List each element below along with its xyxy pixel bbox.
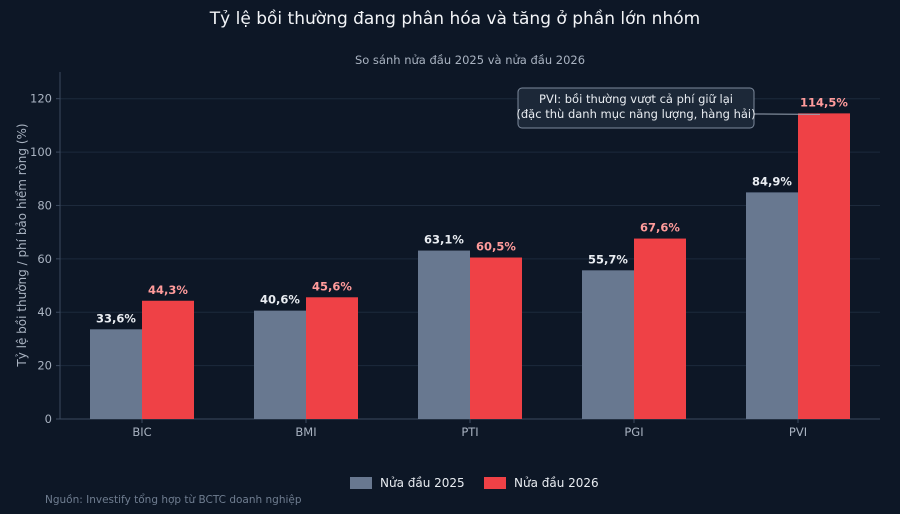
x-axis-ticks: BIC BMI PTI PGI PVI bbox=[132, 419, 807, 439]
y-tick-label: 60 bbox=[37, 252, 52, 266]
bar bbox=[798, 113, 850, 419]
bar bbox=[254, 310, 306, 419]
annotation-text: PVI: bồi thường vượt cả phí giữ lại bbox=[539, 92, 733, 106]
data-label: 67,6% bbox=[640, 221, 680, 235]
bar bbox=[306, 297, 358, 419]
data-label: 63,1% bbox=[424, 233, 464, 247]
legend-label: Nửa đầu 2026 bbox=[514, 476, 599, 490]
y-tick-label: 120 bbox=[30, 92, 52, 106]
legend-swatch bbox=[350, 477, 372, 489]
bar bbox=[470, 257, 522, 419]
x-tick-label: PGI bbox=[624, 425, 643, 439]
data-label: 114,5% bbox=[800, 95, 848, 109]
y-tick-label: 40 bbox=[37, 305, 52, 319]
y-tick-label: 0 bbox=[45, 412, 52, 426]
y-axis-ticks: 0 20 40 60 80 100 120 bbox=[30, 92, 60, 426]
data-label: 55,7% bbox=[588, 252, 628, 266]
x-tick-label: PTI bbox=[461, 425, 478, 439]
annotation: PVI: bồi thường vượt cả phí giữ lại(đặc … bbox=[516, 87, 821, 129]
y-tick-label: 80 bbox=[37, 198, 52, 212]
bars bbox=[90, 113, 850, 419]
data-label: 60,5% bbox=[476, 240, 516, 254]
x-tick-label: BMI bbox=[295, 425, 316, 439]
bar bbox=[746, 192, 798, 419]
x-tick-label: BIC bbox=[132, 425, 151, 439]
y-tick-label: 100 bbox=[30, 145, 52, 159]
bar bbox=[142, 300, 194, 419]
annotation-box bbox=[517, 87, 755, 129]
chart-title: Tỷ lệ bồi thường đang phân hóa và tăng ở… bbox=[209, 8, 700, 29]
y-tick-label: 20 bbox=[37, 359, 52, 373]
data-label: 40,6% bbox=[260, 293, 300, 307]
chart-subtitle: So sánh nửa đầu 2025 và nửa đầu 2026 bbox=[355, 53, 585, 67]
data-label: 33,6% bbox=[96, 311, 136, 325]
legend-label: Nửa đầu 2025 bbox=[380, 476, 465, 490]
bar bbox=[634, 238, 686, 419]
data-label: 45,6% bbox=[312, 279, 352, 293]
data-label: 84,9% bbox=[752, 174, 792, 188]
legend-swatch bbox=[484, 477, 506, 489]
data-label: 44,3% bbox=[148, 283, 188, 297]
bar bbox=[418, 250, 470, 419]
y-axis-label: Tỷ lệ bồi thường / phí bảo hiểm ròng (%) bbox=[15, 123, 29, 367]
bar bbox=[582, 270, 634, 419]
data-labels: 33,6% 44,3% 40,6% 45,6% 63,1% 60,5% 55,7% 67,6%… bbox=[96, 95, 848, 325]
annotation-text: (đặc thù danh mục năng lượng, hàng hải) bbox=[516, 107, 755, 121]
legend: Nửa đầu 2025 Nửa đầu 2026 bbox=[350, 476, 599, 490]
x-tick-label: PVI bbox=[789, 425, 807, 439]
bar bbox=[90, 329, 142, 419]
source-note: Nguồn: Investify tổng hợp từ BCTC doanh … bbox=[45, 493, 302, 506]
